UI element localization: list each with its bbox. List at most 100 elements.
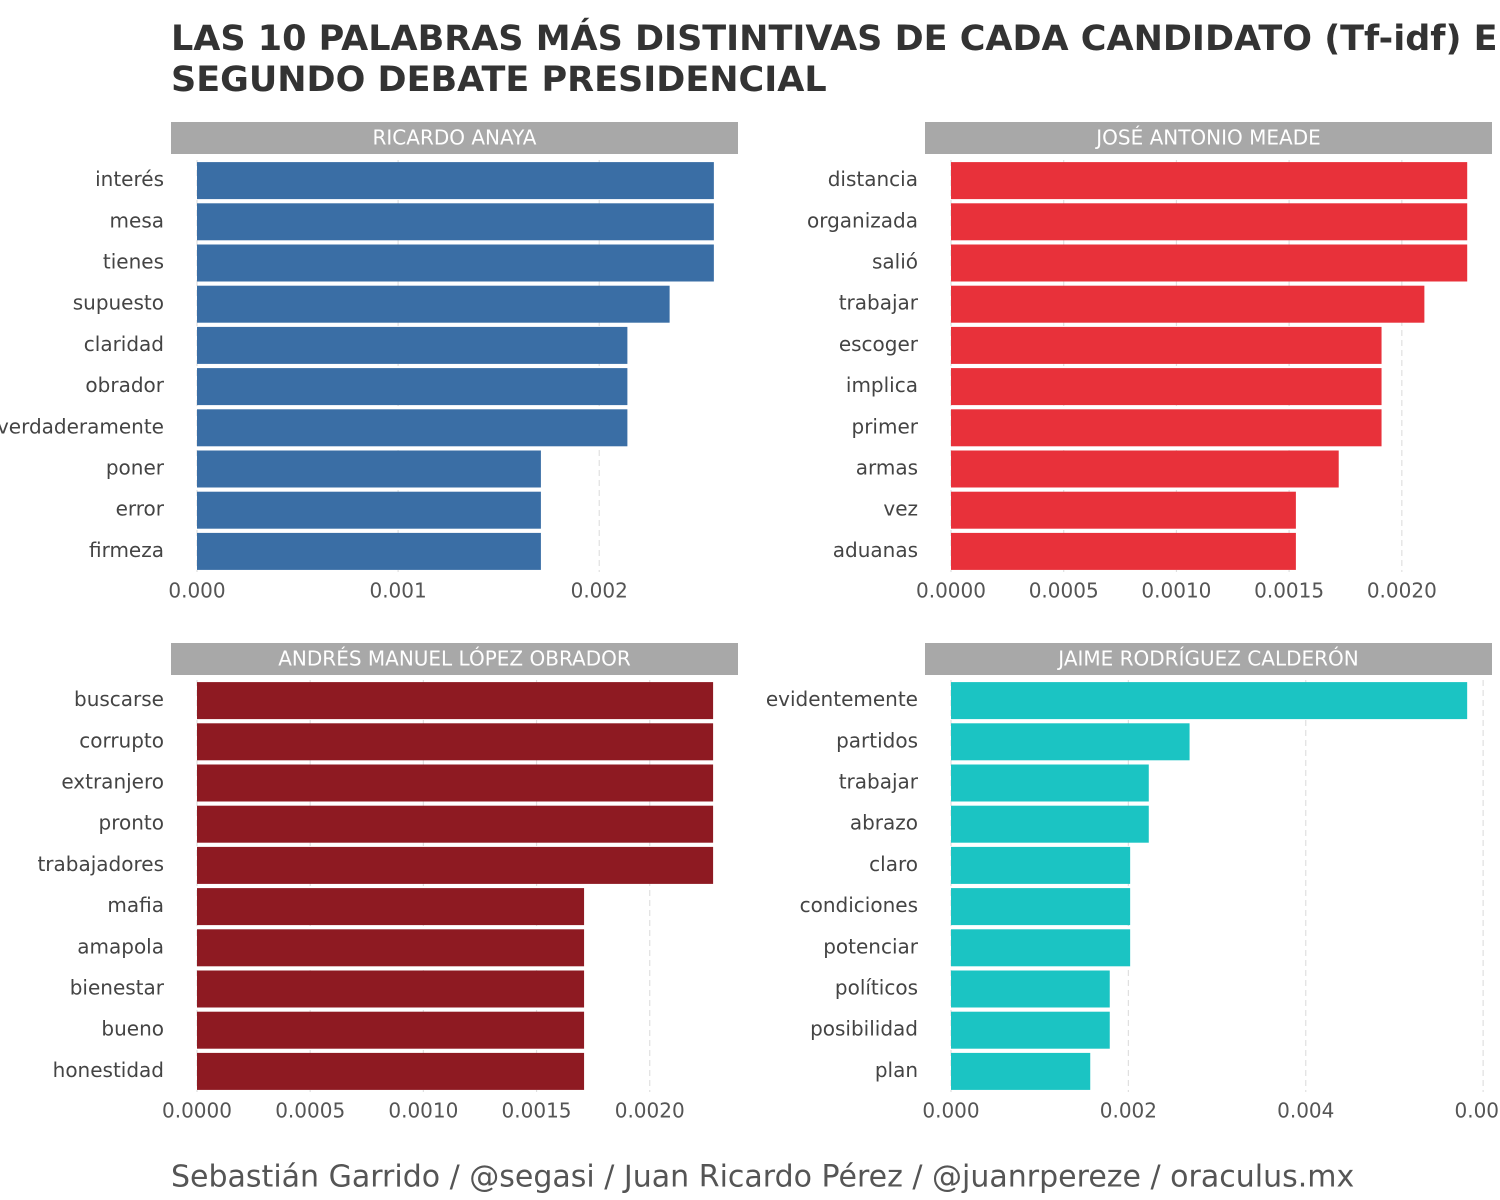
bar bbox=[951, 409, 1382, 447]
bar bbox=[951, 326, 1382, 364]
title-line: SEGUNDO DEBATE PRESIDENCIAL bbox=[171, 60, 827, 100]
panel-title: JOSÉ ANTONIO MEADE bbox=[1094, 126, 1321, 150]
category-label: partidos bbox=[836, 728, 918, 752]
category-label: distancia bbox=[828, 167, 918, 191]
strip bbox=[171, 643, 738, 675]
bar bbox=[197, 888, 585, 926]
category-label: mafia bbox=[107, 893, 164, 917]
bar bbox=[951, 491, 1296, 529]
bar bbox=[951, 929, 1131, 967]
category-label: implica bbox=[846, 373, 918, 397]
category-label: trabajar bbox=[839, 770, 919, 794]
bar bbox=[197, 1011, 585, 1049]
category-label: buscarse bbox=[74, 687, 164, 711]
category-label: vez bbox=[883, 497, 918, 521]
category-label: poner bbox=[106, 456, 165, 480]
x-tick-label: 0.004 bbox=[1277, 1099, 1334, 1123]
category-label: plan bbox=[875, 1058, 918, 1082]
bar bbox=[197, 805, 714, 843]
bar bbox=[197, 203, 714, 241]
bar bbox=[197, 450, 541, 488]
x-tick-label: 0.0005 bbox=[275, 1099, 345, 1123]
category-label: firmeza bbox=[89, 538, 164, 562]
bar bbox=[951, 203, 1468, 241]
bar bbox=[197, 162, 714, 200]
category-label: armas bbox=[856, 456, 918, 480]
bar bbox=[951, 846, 1131, 884]
category-label: condiciones bbox=[800, 893, 918, 917]
bar bbox=[197, 723, 714, 761]
category-label: organizada bbox=[807, 208, 918, 232]
x-tick-label: 0.0010 bbox=[388, 1099, 458, 1123]
category-label: verdaderamente bbox=[0, 414, 164, 438]
bar bbox=[197, 409, 628, 447]
panel-title: JAIME RODRÍGUEZ CALDERÓN bbox=[1056, 647, 1358, 671]
category-label: amapola bbox=[77, 934, 164, 958]
category-label: error bbox=[116, 497, 165, 521]
bar bbox=[951, 805, 1149, 843]
bar bbox=[951, 682, 1468, 720]
x-tick-label: 0.0005 bbox=[1029, 579, 1099, 603]
bar bbox=[951, 970, 1110, 1008]
category-label: potenciar bbox=[823, 934, 919, 958]
panel-title: RICARDO ANAYA bbox=[373, 126, 537, 150]
bar bbox=[197, 285, 670, 323]
category-label: abrazo bbox=[850, 811, 918, 835]
x-tick-label: 0.000 bbox=[922, 1099, 979, 1123]
category-label: políticos bbox=[835, 976, 918, 1000]
category-label: bueno bbox=[101, 1017, 164, 1041]
category-label: posibilidad bbox=[810, 1017, 918, 1041]
x-tick-label: 0.001 bbox=[369, 579, 426, 603]
x-tick-label: 0.002 bbox=[1100, 1099, 1157, 1123]
bar bbox=[197, 326, 628, 364]
bar bbox=[951, 1011, 1110, 1049]
category-label: escoger bbox=[839, 332, 919, 356]
strip bbox=[925, 643, 1492, 675]
category-label: claridad bbox=[84, 332, 164, 356]
category-label: trabajadores bbox=[37, 852, 164, 876]
category-label: pronto bbox=[99, 811, 164, 835]
category-label: corrupto bbox=[79, 728, 164, 752]
category-label: extranjero bbox=[61, 770, 164, 794]
bar bbox=[197, 244, 714, 282]
x-tick-label: 0.002 bbox=[571, 579, 628, 603]
panel-title: ANDRÉS MANUEL LÓPEZ OBRADOR bbox=[278, 647, 631, 671]
bar bbox=[197, 532, 541, 570]
x-tick-label: 0.000 bbox=[168, 579, 225, 603]
bar bbox=[197, 368, 628, 406]
bar bbox=[197, 970, 585, 1008]
category-label: evidentemente bbox=[766, 687, 918, 711]
x-tick-label: 0.006 bbox=[1454, 1099, 1500, 1123]
category-label: aduanas bbox=[833, 538, 918, 562]
bar bbox=[197, 1052, 585, 1090]
bar bbox=[951, 450, 1339, 488]
category-label: bienestar bbox=[70, 976, 165, 1000]
category-label: tienes bbox=[103, 250, 164, 274]
bar bbox=[951, 888, 1131, 926]
x-tick-label: 0.0010 bbox=[1141, 579, 1211, 603]
bar bbox=[197, 846, 714, 884]
x-tick-label: 0.0015 bbox=[502, 1099, 572, 1123]
title-line: LAS 10 PALABRAS MÁS DISTINTIVAS DE CADA … bbox=[171, 17, 1500, 59]
bar bbox=[197, 929, 585, 967]
category-label: mesa bbox=[110, 208, 164, 232]
category-label: trabajar bbox=[839, 291, 919, 315]
strip bbox=[925, 122, 1492, 154]
bar bbox=[951, 368, 1382, 406]
caption: Sebastián Garrido / @segasi / Juan Ricar… bbox=[171, 1160, 1354, 1195]
x-tick-label: 0.0000 bbox=[162, 1099, 232, 1123]
bar bbox=[951, 162, 1468, 200]
bar bbox=[951, 723, 1190, 761]
bar bbox=[951, 244, 1468, 282]
category-label: primer bbox=[852, 414, 919, 438]
bar bbox=[197, 764, 714, 802]
category-label: interés bbox=[95, 167, 164, 191]
category-label: honestidad bbox=[53, 1058, 164, 1082]
bar bbox=[951, 532, 1296, 570]
x-tick-label: 0.0020 bbox=[615, 1099, 685, 1123]
x-tick-label: 0.0000 bbox=[916, 579, 986, 603]
category-label: supuesto bbox=[73, 291, 164, 315]
x-tick-label: 0.0020 bbox=[1367, 579, 1437, 603]
x-tick-label: 0.0015 bbox=[1254, 579, 1324, 603]
